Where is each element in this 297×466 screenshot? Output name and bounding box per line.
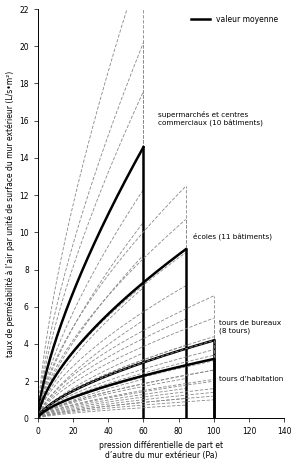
Text: écoles (11 bâtiments): écoles (11 bâtiments) — [193, 232, 272, 240]
Legend: valeur moyenne: valeur moyenne — [189, 13, 280, 27]
Text: supermarchés et centres
commerciaux (10 bâtiments): supermarchés et centres commerciaux (10 … — [157, 111, 262, 127]
Y-axis label: taux de perméabilité à l’air par unité de surface du mur extérieur (L/s•m²): taux de perméabilité à l’air par unité d… — [6, 70, 15, 357]
Text: tours d’habitation: tours d’habitation — [219, 376, 283, 382]
Text: tours de bureaux
(8 tours): tours de bureaux (8 tours) — [219, 320, 281, 334]
X-axis label: pression différentielle de part et
d’autre du mur extérieur (Pa): pression différentielle de part et d’aut… — [99, 440, 223, 460]
